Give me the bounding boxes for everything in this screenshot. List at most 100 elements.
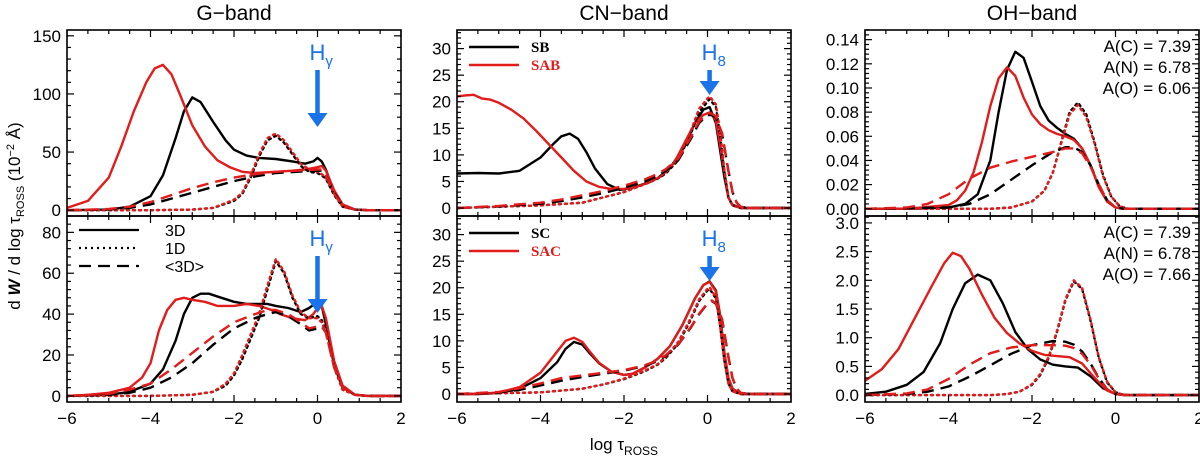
x-axis-label: log τROSS [590, 435, 658, 456]
y-tick-label: 0.5 [835, 357, 859, 376]
x-tick-label: 2 [1194, 409, 1200, 428]
series-line-red-dot [865, 103, 1199, 210]
abundance-annotation: A(C) = 7.39 [1104, 223, 1191, 242]
y-tick-label: 0.0 [835, 386, 859, 405]
y-tick-label: 60 [42, 264, 61, 283]
y-tick-label: 2.5 [835, 243, 859, 262]
series-line-red-dash [457, 112, 791, 210]
line-marker-label: Hγ [310, 40, 334, 70]
x-tick-label: −4 [939, 409, 958, 428]
y-tick-label: 25 [432, 252, 451, 271]
x-tick-label: 2 [786, 409, 795, 428]
y-tick-label: 25 [432, 66, 451, 85]
x-tick-label: −4 [531, 409, 550, 428]
series-line-black-dot [67, 259, 401, 398]
x-tick-label: 0 [313, 409, 322, 428]
x-axis-label-main: log τ [590, 435, 624, 454]
series-line-black-solid [67, 292, 401, 398]
y-tick-label: 1.5 [835, 300, 859, 319]
arrow-head-icon [307, 299, 328, 313]
x-tick-label: 2 [396, 409, 405, 428]
y-axis-label: d W / d log τROSS (10−2 Å) [5, 122, 27, 309]
series-line-red-dash [865, 344, 1199, 397]
legend-label: SAC [531, 244, 561, 260]
series-line-red-dash [865, 147, 1199, 210]
series-line-red-solid [67, 63, 401, 212]
x-tick-label: −2 [614, 409, 633, 428]
panel-g-top: 0 50 100 150 G−band Hγ [33, 2, 402, 220]
y-axis-label-part: Å) [5, 122, 24, 144]
x-tick-label: −6 [855, 409, 874, 428]
panel-oh-bottom: −6 −4 −2 0 2 0.0 0.5 1.0 1.5 2.0 2.5 3.0 A(C) = 7.39… [835, 214, 1200, 428]
line-marker-label: H8 [702, 226, 726, 256]
y-axis-label-group: d W / d log τROSS (10−2 Å) [5, 122, 27, 309]
series-line-red-dash [457, 299, 791, 396]
y-tick-label: 100 [33, 85, 61, 104]
legend-label: 1D [165, 241, 185, 258]
y-tick-label: 50 [42, 143, 61, 162]
line-marker-subscript: 8 [717, 53, 725, 70]
y-tick-label: 0 [442, 199, 451, 218]
series-line-black-dash [67, 310, 401, 398]
legend-label: <3D> [165, 259, 204, 276]
x-tick-label: −2 [224, 409, 243, 428]
y-tick-label: 2.0 [835, 271, 859, 290]
legend-label: SC [531, 226, 550, 242]
abundance-annotation: A(O) = 7.66 [1103, 265, 1191, 284]
abundance-annotation: A(O) = 6.06 [1103, 79, 1191, 98]
legend-label: SAB [531, 58, 560, 74]
y-tick-label: 15 [432, 305, 451, 324]
series-line-red-solid [457, 280, 791, 396]
series-line-red-dash [67, 308, 401, 398]
y-tick-label: 20 [432, 93, 451, 112]
y-axis-label-part: W [5, 278, 24, 296]
series-line-black-solid [865, 273, 1199, 397]
panel-cn-top: 0 5 10 15 20 25 30 CN−band H8 SB SAB [432, 2, 792, 218]
legend-label: SB [531, 40, 549, 56]
y-tick-label: 0.00 [826, 200, 859, 219]
series-line-red-solid [67, 296, 401, 398]
abundance-annotation: A(N) = 6.78 [1104, 58, 1191, 77]
series-line-red-dot [457, 286, 791, 396]
y-tick-label: 0.14 [826, 31, 859, 50]
y-tick-label: 5 [442, 358, 451, 377]
y-tick-label: 10 [432, 332, 451, 351]
y-tick-label: 3.0 [835, 214, 859, 233]
abundance-annotation: A(C) = 7.39 [1104, 37, 1191, 56]
panel-title: OH−band [987, 2, 1077, 25]
x-tick-label: −6 [57, 409, 76, 428]
y-axis-label-part: ROSS [15, 186, 27, 217]
y-tick-label: 30 [432, 40, 451, 59]
x-tick-label: 0 [703, 409, 712, 428]
line-marker-label: H8 [702, 40, 726, 70]
panel-title: G−band [196, 2, 271, 25]
panel-title: CN−band [579, 2, 668, 25]
y-tick-label: 0.06 [826, 127, 859, 146]
y-axis-label-part: −2 [5, 144, 17, 157]
y-tick-label: 0.04 [826, 151, 859, 170]
y-tick-label: 30 [432, 226, 451, 245]
y-tick-label: 0.02 [826, 176, 859, 195]
series-line-red-dot [457, 95, 791, 210]
y-tick-label: 0 [52, 387, 61, 406]
series-line-black-solid [457, 280, 791, 396]
y-tick-label: 15 [432, 119, 451, 138]
y-axis-label-part: (10 [5, 157, 24, 186]
y-axis-label-part: d [5, 296, 24, 310]
axes-frame [66, 29, 402, 217]
panel-oh-top: 0.00 0.02 0.04 0.06 0.08 0.10 0.12 0.14 OH−band A… [826, 2, 1200, 219]
x-axis-label-subscript: ROSS [624, 444, 658, 456]
y-tick-label: 40 [42, 305, 61, 324]
y-tick-label: 150 [33, 27, 61, 46]
x-tick-label: −6 [447, 409, 466, 428]
legend-label: 3D [165, 223, 185, 240]
y-tick-label: 5 [442, 172, 451, 191]
y-tick-label: 20 [432, 279, 451, 298]
line-marker-label: Hγ [310, 226, 334, 256]
y-tick-label: 20 [42, 346, 61, 365]
series-line-red-dot [67, 132, 401, 212]
